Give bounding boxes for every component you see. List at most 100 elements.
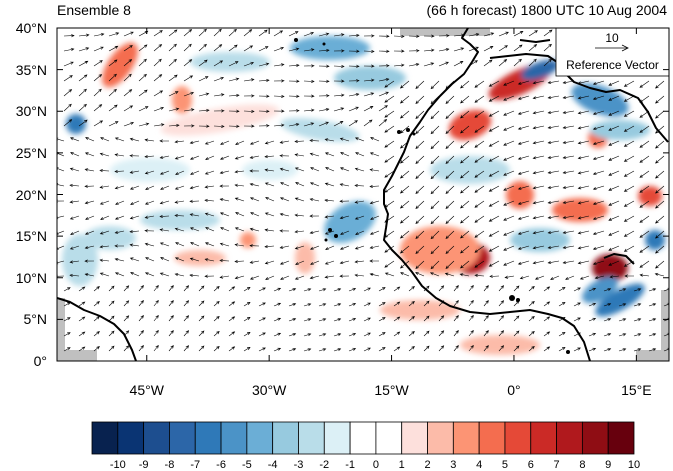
anomaly-shading bbox=[242, 160, 298, 180]
anomaly-shading bbox=[510, 228, 570, 252]
wind-vector bbox=[99, 272, 110, 277]
wind-vector bbox=[648, 333, 657, 337]
wind-vector bbox=[592, 95, 605, 100]
wind-vector bbox=[639, 273, 650, 277]
wind-vector bbox=[399, 230, 410, 239]
wind-vector bbox=[303, 333, 312, 337]
wind-vector bbox=[558, 332, 566, 337]
wind-vector bbox=[288, 79, 300, 83]
anomaly-shading bbox=[595, 283, 645, 317]
wind-vector bbox=[205, 155, 215, 160]
wind-vector bbox=[592, 125, 605, 130]
wind-vector bbox=[408, 331, 415, 337]
wind-vector bbox=[348, 106, 359, 112]
wind-vector bbox=[273, 109, 285, 113]
wind-vector bbox=[399, 260, 410, 269]
wind-vector bbox=[108, 88, 117, 97]
wind-vector bbox=[513, 300, 520, 307]
wind-vector bbox=[235, 212, 245, 217]
wind-vector bbox=[174, 140, 185, 144]
wind-vector bbox=[504, 275, 515, 279]
wind-vector bbox=[528, 330, 535, 337]
wind-vector bbox=[592, 230, 605, 235]
wind-vector bbox=[558, 302, 566, 307]
wind-vector bbox=[415, 215, 425, 224]
wind-vector bbox=[369, 273, 380, 277]
wind-vector bbox=[318, 333, 327, 337]
wind-vector bbox=[234, 170, 245, 174]
wind-vector bbox=[234, 155, 245, 160]
wind-vector bbox=[430, 170, 440, 180]
wind-vector bbox=[592, 170, 605, 175]
wind-vector bbox=[474, 245, 485, 253]
wind-vector bbox=[648, 348, 657, 352]
wind-vector bbox=[243, 301, 251, 307]
anomaly-shading bbox=[102, 42, 138, 88]
reference-vector-label: Reference Vector bbox=[566, 58, 659, 72]
wind-vector bbox=[517, 185, 530, 190]
wind-vector bbox=[325, 167, 335, 172]
wind-vector bbox=[639, 215, 650, 223]
wind-vector bbox=[153, 44, 163, 52]
wind-vector bbox=[348, 347, 357, 352]
wind-vector bbox=[228, 346, 236, 352]
wind-vector bbox=[339, 260, 350, 265]
wind-vector bbox=[78, 331, 86, 337]
wind-vector bbox=[168, 123, 180, 127]
wind-vector bbox=[183, 285, 190, 292]
wind-vector bbox=[204, 212, 215, 217]
wind-vector bbox=[363, 287, 371, 292]
wind-vector bbox=[294, 197, 305, 202]
wind-vector bbox=[123, 73, 132, 82]
wind-vector bbox=[108, 315, 115, 322]
anomaly-shading bbox=[581, 276, 619, 304]
wind-vector bbox=[228, 109, 240, 113]
wind-vector bbox=[423, 285, 430, 292]
wind-vector bbox=[608, 200, 620, 206]
wind-vector bbox=[273, 332, 282, 337]
wind-vector bbox=[562, 140, 575, 145]
wind-vector bbox=[258, 124, 270, 128]
anomaly-shading bbox=[552, 198, 608, 222]
wind-vector bbox=[415, 155, 425, 164]
wind-vector bbox=[543, 316, 551, 322]
wind-vector bbox=[324, 182, 335, 187]
wind-vector bbox=[608, 80, 620, 86]
wind-vector bbox=[123, 45, 133, 52]
wind-vector bbox=[445, 170, 455, 179]
wind-vector bbox=[189, 140, 200, 145]
wind-vector bbox=[547, 140, 560, 144]
wind-vector bbox=[144, 272, 155, 277]
wind-vector bbox=[57, 167, 65, 172]
wind-vector bbox=[258, 29, 268, 37]
wind-vector bbox=[573, 332, 581, 337]
wind-vector bbox=[639, 140, 650, 148]
wind-vector bbox=[438, 345, 445, 352]
wind-vector bbox=[273, 94, 285, 98]
wind-vector bbox=[577, 140, 590, 145]
wind-vector bbox=[430, 230, 440, 240]
wind-vector bbox=[488, 155, 500, 162]
wind-vector bbox=[532, 230, 545, 235]
wind-vector bbox=[348, 79, 360, 83]
wind-vector bbox=[123, 300, 130, 307]
wind-vector bbox=[348, 93, 360, 97]
colorbar-swatch bbox=[427, 421, 454, 455]
wind-vectors bbox=[57, 28, 669, 352]
wind-vector bbox=[123, 315, 130, 322]
wind-vector bbox=[577, 200, 590, 205]
wind-vector bbox=[333, 348, 342, 352]
wind-vector bbox=[243, 331, 251, 337]
wind-vector bbox=[78, 33, 90, 37]
wind-vector bbox=[93, 120, 104, 127]
wind-vector bbox=[63, 119, 73, 127]
wind-vector bbox=[355, 152, 365, 157]
wind-vector bbox=[138, 44, 148, 52]
anomaly-shading bbox=[324, 201, 376, 243]
wind-vector bbox=[393, 346, 401, 352]
wind-vector bbox=[303, 108, 315, 112]
wind-vector bbox=[228, 77, 240, 82]
wind-vector bbox=[468, 60, 478, 67]
wind-vector bbox=[309, 275, 320, 280]
wind-vector bbox=[303, 48, 315, 52]
